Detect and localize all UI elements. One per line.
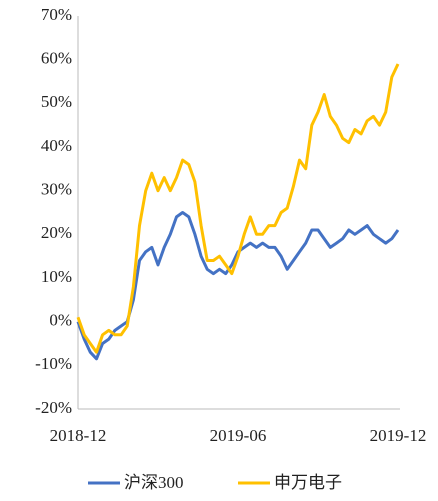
series-line xyxy=(76,211,400,361)
y-tick-label: 0% xyxy=(49,311,72,330)
y-tick-label: -20% xyxy=(35,398,72,417)
x-tick-label: 2018-12 xyxy=(50,426,107,445)
y-tick-label: 20% xyxy=(41,223,72,242)
series-line xyxy=(76,63,400,354)
y-tick-label: 40% xyxy=(41,136,72,155)
x-tick-label: 2019-12 xyxy=(370,426,427,445)
y-tick-label: -10% xyxy=(35,354,72,373)
y-tick-label: 70% xyxy=(41,5,72,24)
x-tick-label: 2019-06 xyxy=(210,426,267,445)
y-tick-label: 60% xyxy=(41,49,72,68)
legend-label: 申万电子 xyxy=(274,473,342,492)
legend-label: 沪深300 xyxy=(124,473,184,492)
y-tick-label: 30% xyxy=(41,180,72,199)
y-tick-label: 50% xyxy=(41,92,72,111)
y-tick-label: 10% xyxy=(41,267,72,286)
